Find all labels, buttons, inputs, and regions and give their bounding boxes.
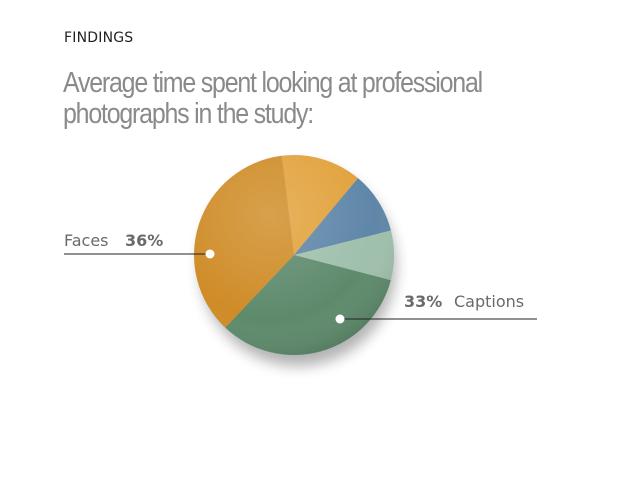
captions-leader-dot bbox=[335, 314, 345, 324]
captions-percent: 33% bbox=[404, 292, 442, 311]
faces-label: Faces bbox=[64, 231, 109, 250]
faces-percent: 36% bbox=[125, 231, 163, 250]
faces-leader-dot bbox=[205, 249, 215, 259]
captions-label: Captions bbox=[454, 292, 524, 311]
kicker: FINDINGS bbox=[64, 30, 134, 46]
chart-title: Average time spent looking at profession… bbox=[63, 67, 483, 130]
pie-shading bbox=[194, 155, 394, 355]
